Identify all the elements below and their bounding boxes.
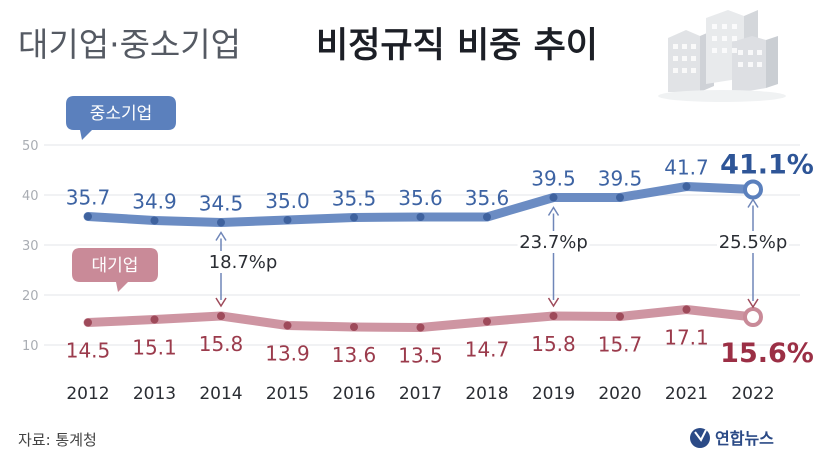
data-label: 15.6%	[720, 338, 814, 369]
x-tick-label: 2017	[399, 384, 442, 404]
data-point	[217, 218, 225, 227]
x-tick-label: 2015	[266, 384, 309, 404]
data-label: 35.6	[398, 186, 443, 210]
data-point	[84, 318, 92, 327]
data-label: 35.0	[265, 189, 310, 213]
data-point-last	[743, 307, 763, 327]
data-label: 13.9	[265, 342, 310, 366]
gap-arrow-head-down	[547, 297, 560, 308]
gap-label: 23.7%p	[519, 232, 588, 253]
y-tick-label: 30	[22, 239, 39, 254]
data-point	[682, 182, 691, 191]
title-bold: 비정규직 비중 추이	[316, 26, 598, 66]
data-point	[549, 193, 558, 202]
gap-arrow-head-down	[747, 298, 759, 309]
x-tick-label: 2021	[665, 384, 708, 404]
x-tick-label: 2018	[465, 384, 508, 404]
data-point	[682, 305, 691, 314]
series-badge-label: 중소기업	[90, 104, 153, 124]
data-point	[350, 213, 358, 222]
data-label: 35.7	[66, 186, 111, 210]
data-point	[217, 312, 225, 320]
data-label: 41.1%	[720, 150, 814, 181]
data-point	[150, 216, 159, 225]
data-point-last	[743, 179, 763, 200]
data-label: 15.8	[531, 332, 576, 356]
x-tick-label: 2022	[731, 384, 774, 404]
y-tick-label: 50	[22, 139, 39, 154]
gap-label: 25.5%p	[719, 232, 788, 253]
plot-area: 10 20 30 40 50 2012 2013 2014 2015 2016 2017 2018 20…	[22, 96, 814, 404]
data-label: 15.7	[598, 333, 643, 357]
data-label: 35.5	[332, 187, 377, 211]
x-tick-label: 2016	[332, 384, 375, 404]
data-point	[283, 321, 292, 330]
data-point	[483, 213, 491, 221]
data-point	[616, 193, 624, 202]
title-light: 대기업·중소기업	[18, 25, 241, 64]
data-label: 41.7	[664, 156, 709, 180]
data-label: 14.7	[465, 338, 510, 362]
data-point	[616, 312, 624, 321]
gap-arrow-head-down	[215, 297, 227, 308]
data-label: 15.8	[199, 332, 244, 356]
data-label: 13.6	[332, 343, 377, 367]
gap-label-bg	[517, 231, 590, 253]
buildings-illustration	[658, 10, 786, 102]
data-point	[350, 323, 358, 331]
x-tick-label: 2012	[66, 384, 109, 404]
data-label: 13.5	[398, 344, 443, 368]
data-point	[416, 323, 425, 332]
data-label: 34.9	[132, 190, 177, 214]
data-point	[549, 312, 558, 320]
data-label: 39.5	[598, 167, 643, 191]
data-label: 35.6	[465, 186, 510, 210]
data-point	[416, 213, 425, 221]
data-label: 17.1	[664, 326, 709, 350]
source-note: 자료: 통계청	[18, 431, 97, 449]
x-tick-label: 2014	[199, 384, 242, 404]
x-tick-label: 2013	[133, 384, 176, 404]
logo-text: 연합뉴스	[715, 429, 774, 448]
data-label: 15.1	[132, 336, 177, 360]
gap-arrow-head-up	[747, 198, 759, 208]
gap-arrow-head-up	[215, 231, 227, 241]
data-point	[84, 212, 92, 221]
y-tick-label: 40	[22, 189, 39, 204]
x-tick-label: 2020	[598, 384, 641, 404]
series-badge-label: 대기업	[92, 256, 139, 276]
series-badge-large	[72, 248, 158, 292]
gap-label-bg	[717, 231, 789, 253]
y-tick-label: 20	[22, 289, 39, 304]
data-label: 34.5	[199, 192, 244, 216]
yonhap-logo: 연합뉴스	[690, 428, 774, 448]
data-label: 39.5	[531, 167, 576, 191]
data-point	[483, 317, 491, 326]
y-tick-label: 10	[22, 339, 39, 354]
data-point	[150, 315, 159, 324]
data-point	[283, 216, 292, 224]
series-badge-sme	[66, 96, 176, 140]
gap-label: 18.7%p	[209, 252, 278, 273]
gap-arrow-head-up	[547, 206, 560, 216]
gap-label-bg	[207, 251, 279, 273]
x-tick-label: 2019	[532, 384, 575, 404]
data-label: 14.5	[66, 339, 111, 363]
